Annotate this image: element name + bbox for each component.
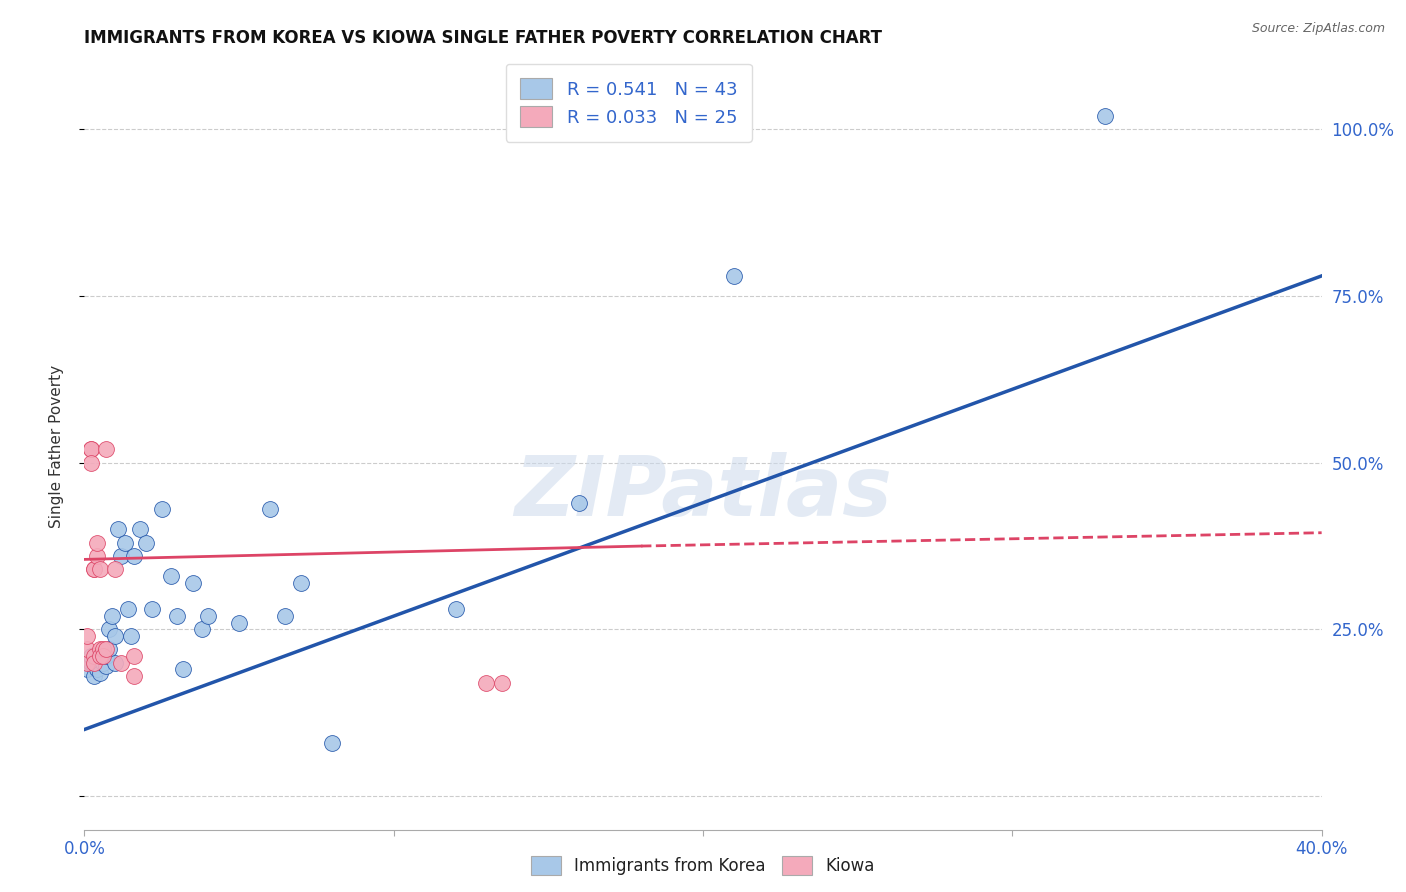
Point xyxy=(181,575,204,590)
Point xyxy=(1094,109,1116,123)
Point xyxy=(79,649,101,664)
Point xyxy=(160,569,183,583)
Point xyxy=(94,442,117,457)
Point xyxy=(122,669,145,683)
Point xyxy=(122,549,145,563)
Point xyxy=(83,562,105,576)
Point xyxy=(110,549,132,563)
Point xyxy=(79,442,101,457)
Point xyxy=(150,502,173,516)
Point xyxy=(135,535,157,549)
Point xyxy=(86,549,108,563)
Point xyxy=(76,629,98,643)
Point xyxy=(91,656,114,670)
Point xyxy=(83,659,105,673)
Point xyxy=(114,535,136,549)
Point xyxy=(110,656,132,670)
Point xyxy=(197,609,219,624)
Point xyxy=(76,663,98,677)
Point xyxy=(444,602,467,616)
Point xyxy=(83,649,105,664)
Point xyxy=(141,602,163,616)
Point xyxy=(94,642,117,657)
Point xyxy=(228,615,250,630)
Point xyxy=(107,522,129,536)
Point xyxy=(117,602,139,616)
Point xyxy=(475,675,498,690)
Point xyxy=(122,649,145,664)
Point xyxy=(98,623,121,637)
Point xyxy=(568,496,591,510)
Point xyxy=(129,522,152,536)
Point xyxy=(166,609,188,624)
Point xyxy=(91,642,114,657)
Point xyxy=(101,609,124,624)
Text: Source: ZipAtlas.com: Source: ZipAtlas.com xyxy=(1251,22,1385,36)
Point xyxy=(491,675,513,690)
Point xyxy=(104,656,127,670)
Point xyxy=(723,268,745,283)
Point xyxy=(79,456,101,470)
Point xyxy=(191,623,214,637)
Point xyxy=(79,656,101,670)
Point xyxy=(86,663,108,677)
Legend: R = 0.541   N = 43, R = 0.033   N = 25: R = 0.541 N = 43, R = 0.033 N = 25 xyxy=(506,64,752,142)
Point xyxy=(94,649,117,664)
Point xyxy=(94,659,117,673)
Point xyxy=(321,736,343,750)
Point xyxy=(104,562,127,576)
Point xyxy=(89,649,111,664)
Point xyxy=(83,562,105,576)
Point xyxy=(86,535,108,549)
Point xyxy=(120,629,142,643)
Legend: Immigrants from Korea, Kiowa: Immigrants from Korea, Kiowa xyxy=(523,847,883,884)
Point xyxy=(172,663,194,677)
Point xyxy=(98,642,121,657)
Point xyxy=(290,575,312,590)
Y-axis label: Single Father Poverty: Single Father Poverty xyxy=(49,365,63,527)
Point xyxy=(83,669,105,683)
Point xyxy=(259,502,281,516)
Point xyxy=(104,629,127,643)
Text: IMMIGRANTS FROM KOREA VS KIOWA SINGLE FATHER POVERTY CORRELATION CHART: IMMIGRANTS FROM KOREA VS KIOWA SINGLE FA… xyxy=(84,29,883,47)
Point xyxy=(274,609,297,624)
Point xyxy=(86,656,108,670)
Point xyxy=(91,649,114,664)
Point xyxy=(76,642,98,657)
Point xyxy=(79,442,101,457)
Point xyxy=(91,649,114,664)
Text: ZIPatlas: ZIPatlas xyxy=(515,451,891,533)
Point xyxy=(89,562,111,576)
Point xyxy=(83,656,105,670)
Point xyxy=(89,665,111,680)
Point xyxy=(76,656,98,670)
Point xyxy=(89,656,111,670)
Point xyxy=(89,642,111,657)
